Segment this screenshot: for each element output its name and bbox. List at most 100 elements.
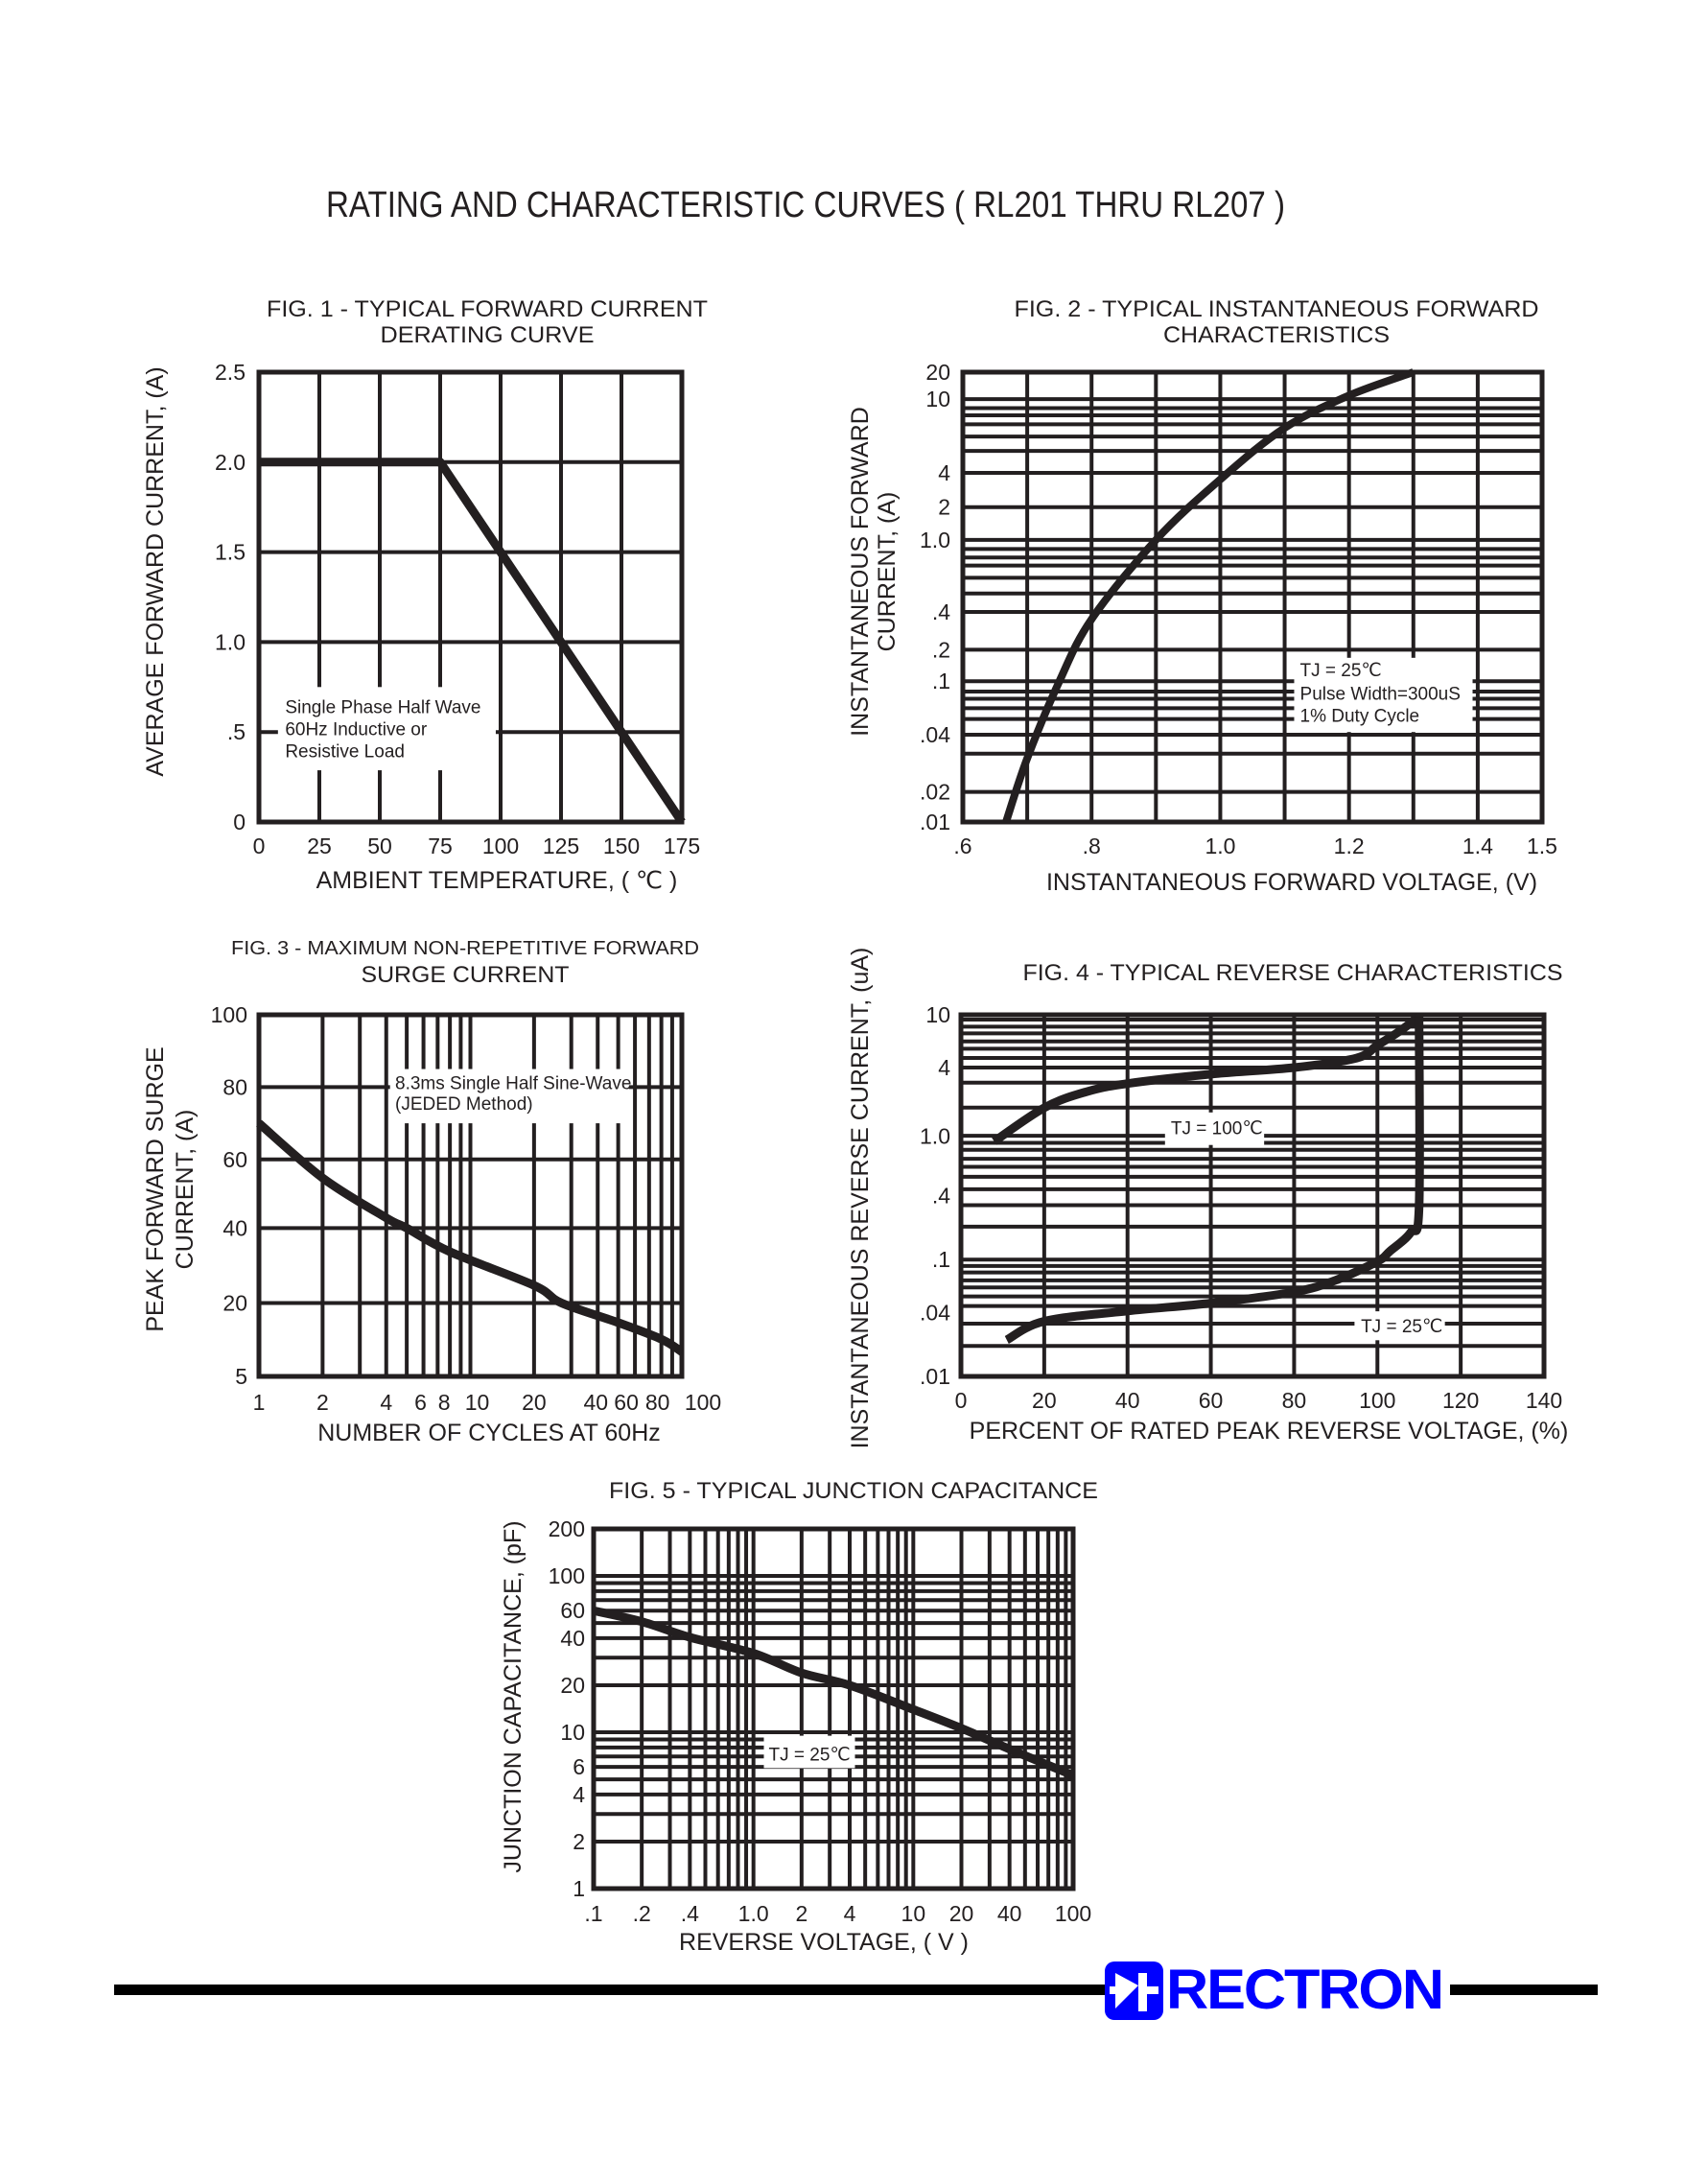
y-tick-label: 1 (573, 1876, 585, 1901)
gridlines (594, 1529, 1073, 1889)
diode-icon (1105, 1961, 1163, 2020)
footer-rule-right (1450, 1985, 1598, 1995)
y-tick-label: .04 (920, 1300, 950, 1325)
series-line (592, 1606, 1075, 1780)
x-tick-label: 20 (522, 1390, 547, 1415)
annotation-text: Pulse Width=300uS (1300, 684, 1461, 704)
y-tick-label: .02 (920, 780, 950, 805)
y-tick-label: 40 (560, 1626, 585, 1651)
y-tick-label: 4 (573, 1782, 585, 1807)
charts: FIG. 1 - TYPICAL FORWARD CURRENTDERATING… (142, 296, 1568, 1956)
chart-fig-3: FIG. 3 - MAXIMUM NON-REPETITIVE FORWARD S… (142, 938, 721, 1446)
x-tick-label: .8 (1083, 834, 1101, 858)
x-tick-label: 60 (1199, 1388, 1224, 1413)
x-tick-label: 1 (253, 1390, 266, 1415)
figure-title: FIG. 5 - TYPICAL JUNCTION CAPACITANCE (609, 1478, 1098, 1504)
y-axis-label: PEAK FORWARD SURGE (142, 1046, 169, 1331)
x-axis-label: INSTANTANEOUS FORWARD VOLTAGE, (V) (1046, 869, 1537, 896)
y-tick-label: 40 (222, 1215, 247, 1240)
x-tick-label: .6 (953, 834, 971, 858)
figure-title: FIG. 2 - TYPICAL INSTANTANEOUS FORWARD (1015, 296, 1539, 322)
plot-frame (591, 1526, 1076, 1891)
x-tick-label: 8 (438, 1390, 451, 1415)
x-tick-label: 25 (307, 834, 332, 858)
x-tick-label: .1 (584, 1901, 602, 1926)
figure-title: CHARACTERISTICS (1163, 322, 1390, 348)
x-tick-label: 50 (367, 834, 392, 858)
annotation-text: TJ = 100℃ (1171, 1118, 1263, 1139)
x-tick-label: 140 (1526, 1388, 1562, 1413)
y-axis-label: INSTANTANEOUS REVERSE CURRENT, (uA) (847, 948, 874, 1449)
y-tick-label: .5 (227, 719, 246, 744)
annotation-text: 1% Duty Cycle (1300, 706, 1420, 726)
series-line (259, 458, 686, 825)
y-tick-label: .4 (932, 599, 950, 624)
y-tick-label: .04 (920, 722, 950, 747)
y-tick-label: 6 (573, 1754, 585, 1779)
y-tick-label: 100 (549, 1563, 585, 1588)
x-tick-label: 4 (380, 1390, 392, 1415)
annotation-background (1164, 1112, 1265, 1145)
annotation-background (763, 1735, 855, 1769)
annotation-text: 60Hz Inductive or (285, 719, 428, 740)
x-axis-label: PERCENT OF RATED PEAK REVERSE VOLTAGE, (… (970, 1418, 1569, 1445)
y-tick-label: .01 (920, 1364, 950, 1389)
y-tick-label: 5 (235, 1364, 247, 1389)
chart-fig-4: FIG. 4 - TYPICAL REVERSE CHARACTERISTICS… (847, 948, 1568, 1449)
y-tick-label: .2 (932, 637, 950, 662)
annotation-text: TJ = 25℃ (769, 1746, 851, 1766)
footer: RECTRON (114, 1959, 1598, 2021)
x-axis-label: AMBIENT TEMPERATURE, ( ℃ ) (316, 867, 678, 894)
annotation-text: 8.3ms Single Half Sine-Wave (395, 1074, 631, 1094)
x-tick-label: 1.0 (738, 1901, 769, 1926)
x-tick-label: 1.0 (1205, 834, 1235, 858)
x-tick-label: 40 (583, 1390, 608, 1415)
y-tick-label: 60 (222, 1147, 247, 1172)
x-tick-label: 20 (949, 1901, 974, 1926)
y-tick-label: 1.0 (920, 528, 950, 552)
footer-rule-left (114, 1985, 1105, 1995)
y-tick-label: 4 (938, 460, 950, 485)
x-tick-label: 10 (901, 1901, 926, 1926)
series-line (256, 1119, 685, 1356)
y-tick-label: 2 (573, 1829, 585, 1854)
y-tick-label: 4 (938, 1055, 950, 1080)
y-tick-label: 2.5 (215, 360, 246, 385)
y-axis-label: AVERAGE FORWARD CURRENT, (A) (142, 366, 169, 776)
x-axis-label: NUMBER OF CYCLES AT 60Hz (317, 1420, 661, 1446)
rectron-logo: RECTRON (1105, 1959, 1444, 2021)
annotation-text: Single Phase Half Wave (285, 698, 480, 718)
x-tick-label: 20 (1032, 1388, 1057, 1413)
x-tick-label: 100 (1055, 1901, 1091, 1926)
y-tick-label: 20 (560, 1673, 585, 1698)
figure-title: FIG. 3 - MAXIMUM NON-REPETITIVE FORWARD (231, 938, 699, 959)
y-tick-label: 1.5 (215, 540, 246, 565)
series-line (1002, 368, 1416, 824)
x-tick-label: 175 (664, 834, 700, 858)
y-tick-label: 80 (222, 1074, 247, 1099)
chart-fig-2: FIG. 2 - TYPICAL INSTANTANEOUS FORWARDCH… (847, 296, 1557, 896)
y-tick-label: 200 (549, 1516, 585, 1541)
y-axis-label: CURRENT, (A) (172, 1110, 199, 1270)
x-tick-label: 75 (428, 834, 453, 858)
y-tick-label: 60 (560, 1598, 585, 1623)
x-tick-label: 1.4 (1462, 834, 1493, 858)
x-tick-label: 80 (645, 1390, 670, 1415)
chart-fig-1: FIG. 1 - TYPICAL FORWARD CURRENTDERATING… (142, 296, 708, 894)
figure-title: FIG. 1 - TYPICAL FORWARD CURRENT (267, 296, 708, 322)
x-tick-label: 2 (316, 1390, 329, 1415)
y-tick-label: .1 (932, 669, 950, 693)
y-tick-label: 10 (925, 387, 950, 411)
x-tick-label: 1.2 (1334, 834, 1365, 858)
x-tick-label: 10 (465, 1390, 490, 1415)
y-axis-label: INSTANTANEOUS FORWARD (847, 407, 874, 737)
figure-title: FIG. 4 - TYPICAL REVERSE CHARACTERISTICS (1023, 960, 1563, 986)
y-tick-label: 1.0 (215, 629, 246, 654)
x-tick-label: 0 (253, 834, 266, 858)
annotation-text: TJ = 25℃ (1361, 1317, 1442, 1337)
y-tick-label: 0 (233, 810, 246, 834)
x-tick-label: 0 (955, 1388, 968, 1413)
y-tick-label: 10 (560, 1720, 585, 1745)
x-tick-label: 125 (543, 834, 579, 858)
